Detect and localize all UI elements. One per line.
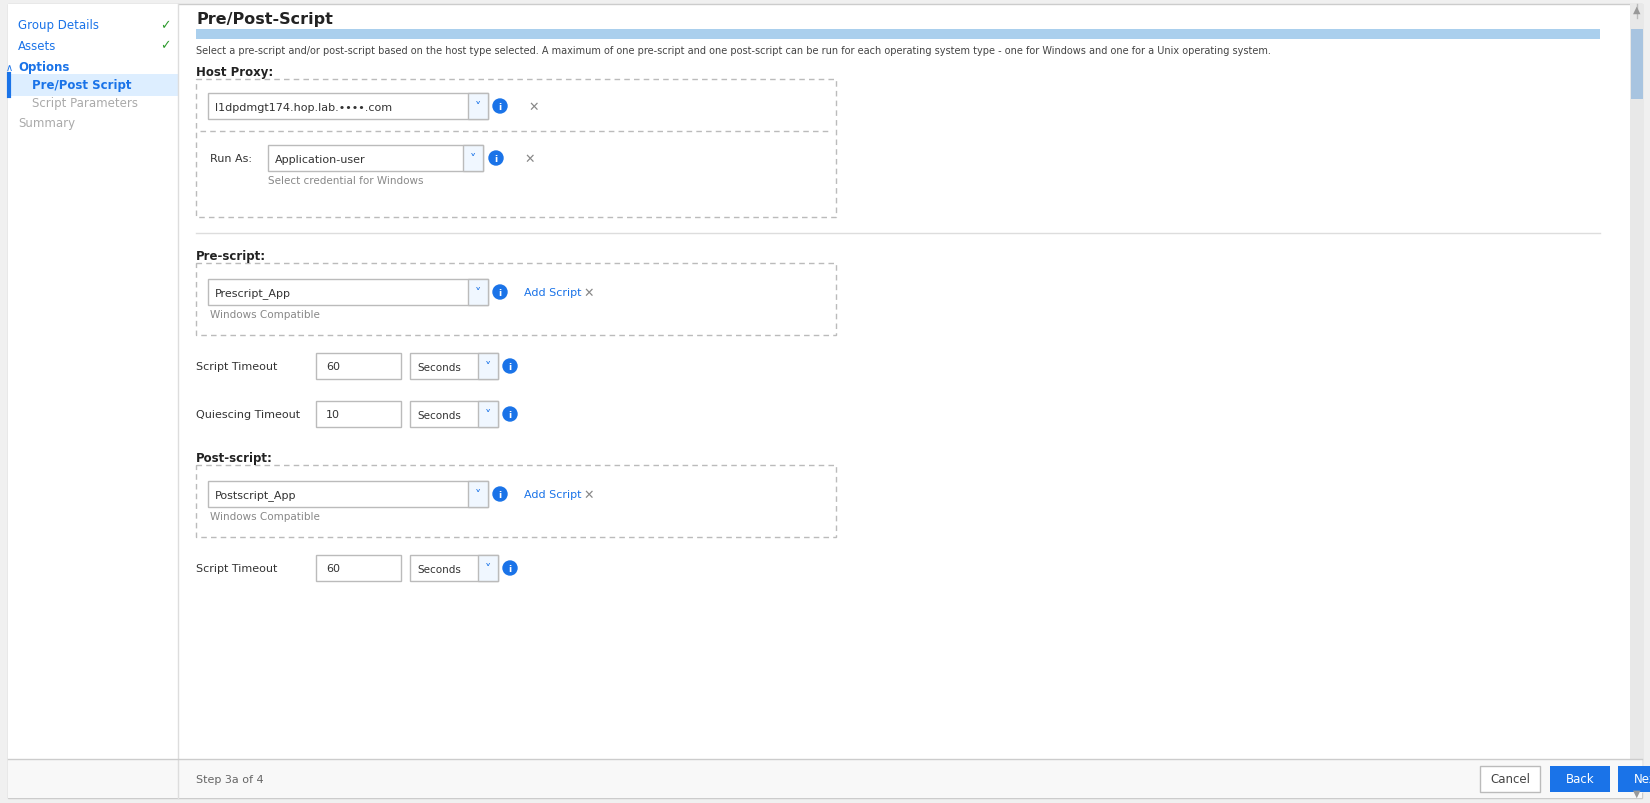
Text: ✕: ✕ bbox=[528, 100, 540, 113]
Text: ˅: ˅ bbox=[485, 361, 492, 374]
Text: Seconds: Seconds bbox=[417, 565, 460, 574]
Circle shape bbox=[493, 487, 507, 501]
Text: Host Proxy:: Host Proxy: bbox=[196, 66, 274, 79]
Text: Add Script: Add Script bbox=[525, 287, 581, 298]
Text: ✕: ✕ bbox=[525, 153, 535, 165]
Circle shape bbox=[503, 360, 516, 373]
Text: Pre-script:: Pre-script: bbox=[196, 250, 266, 263]
Text: ✓: ✓ bbox=[160, 39, 170, 52]
Text: Seconds: Seconds bbox=[417, 410, 460, 421]
Bar bbox=[196, 263, 837, 336]
Text: Back: Back bbox=[1566, 772, 1594, 785]
Bar bbox=[469, 482, 488, 507]
Text: Script Timeout: Script Timeout bbox=[196, 361, 277, 372]
Text: i: i bbox=[508, 410, 512, 419]
Text: Windows Compatible: Windows Compatible bbox=[210, 512, 320, 521]
Text: i: i bbox=[498, 288, 502, 298]
Text: ▲: ▲ bbox=[1634, 5, 1640, 15]
Bar bbox=[1549, 766, 1610, 792]
Bar bbox=[409, 353, 498, 380]
Text: Postscript_App: Postscript_App bbox=[214, 490, 297, 501]
Bar bbox=[469, 94, 488, 120]
Text: Pre/Post Script: Pre/Post Script bbox=[31, 79, 132, 92]
Text: ✕: ✕ bbox=[584, 286, 594, 300]
Bar bbox=[464, 146, 483, 172]
Text: i: i bbox=[495, 155, 498, 164]
Text: Windows Compatible: Windows Compatible bbox=[210, 310, 320, 320]
Text: i: i bbox=[498, 491, 502, 499]
Bar bbox=[1630, 30, 1643, 100]
Text: Pre/Post-Script: Pre/Post-Script bbox=[196, 12, 333, 27]
Bar bbox=[478, 402, 498, 427]
Bar bbox=[196, 466, 837, 537]
Text: ˅: ˅ bbox=[485, 409, 492, 422]
Text: Options: Options bbox=[18, 61, 69, 75]
Text: ∧: ∧ bbox=[7, 63, 13, 73]
Bar bbox=[208, 94, 488, 120]
Text: ˅: ˅ bbox=[475, 489, 482, 502]
Text: ✕: ✕ bbox=[584, 488, 594, 501]
Bar bbox=[208, 482, 488, 507]
Bar bbox=[8, 759, 1642, 798]
Bar bbox=[1480, 766, 1539, 792]
Bar bbox=[317, 556, 401, 581]
Bar bbox=[317, 402, 401, 427]
Text: i: i bbox=[498, 103, 502, 112]
Circle shape bbox=[493, 100, 507, 114]
Text: Step 3a of 4: Step 3a of 4 bbox=[196, 774, 264, 784]
Text: ˅: ˅ bbox=[475, 101, 482, 114]
Text: ▼: ▼ bbox=[1634, 788, 1640, 798]
Text: Next: Next bbox=[1634, 772, 1650, 785]
Bar bbox=[478, 556, 498, 581]
Text: l1dpdmgt174.hop.lab.••••.com: l1dpdmgt174.hop.lab.••••.com bbox=[214, 103, 393, 113]
Text: Post-script:: Post-script: bbox=[196, 451, 272, 464]
Text: Select a pre-script and/or post-script based on the host type selected. A maximu: Select a pre-script and/or post-script b… bbox=[196, 46, 1270, 56]
Text: Quiescing Timeout: Quiescing Timeout bbox=[196, 410, 300, 419]
Text: Application-user: Application-user bbox=[276, 155, 366, 165]
Text: Prescript_App: Prescript_App bbox=[214, 288, 290, 299]
Text: 60: 60 bbox=[327, 361, 340, 372]
Text: i: i bbox=[508, 362, 512, 372]
Text: 60: 60 bbox=[327, 563, 340, 573]
Text: Script Parameters: Script Parameters bbox=[31, 97, 139, 110]
Text: Seconds: Seconds bbox=[417, 362, 460, 373]
Circle shape bbox=[503, 561, 516, 575]
Bar bbox=[196, 30, 1600, 40]
Bar bbox=[409, 556, 498, 581]
Text: Select credential for Windows: Select credential for Windows bbox=[267, 176, 424, 185]
Bar bbox=[1630, 5, 1643, 793]
Text: ˅: ˅ bbox=[485, 563, 492, 576]
Text: Cancel: Cancel bbox=[1490, 772, 1530, 785]
Circle shape bbox=[488, 152, 503, 165]
Text: Script Timeout: Script Timeout bbox=[196, 563, 277, 573]
Text: Summary: Summary bbox=[18, 117, 76, 130]
Circle shape bbox=[493, 286, 507, 300]
Text: ˅: ˅ bbox=[475, 287, 482, 300]
Bar bbox=[8, 75, 178, 97]
Bar bbox=[317, 353, 401, 380]
Bar bbox=[469, 279, 488, 306]
Bar bbox=[208, 279, 488, 306]
Text: Run As:: Run As: bbox=[210, 154, 252, 164]
Text: Group Details: Group Details bbox=[18, 19, 99, 32]
Bar bbox=[8, 5, 178, 798]
Bar bbox=[478, 353, 498, 380]
Text: i: i bbox=[508, 565, 512, 573]
Text: 10: 10 bbox=[327, 410, 340, 419]
Text: ˅: ˅ bbox=[470, 153, 477, 166]
Circle shape bbox=[503, 407, 516, 422]
Bar bbox=[409, 402, 498, 427]
Text: Assets: Assets bbox=[18, 39, 56, 52]
Bar bbox=[267, 146, 483, 172]
Text: ✓: ✓ bbox=[160, 19, 170, 32]
Text: Add Script: Add Script bbox=[525, 489, 581, 499]
Bar bbox=[196, 80, 837, 218]
Bar bbox=[1619, 766, 1650, 792]
